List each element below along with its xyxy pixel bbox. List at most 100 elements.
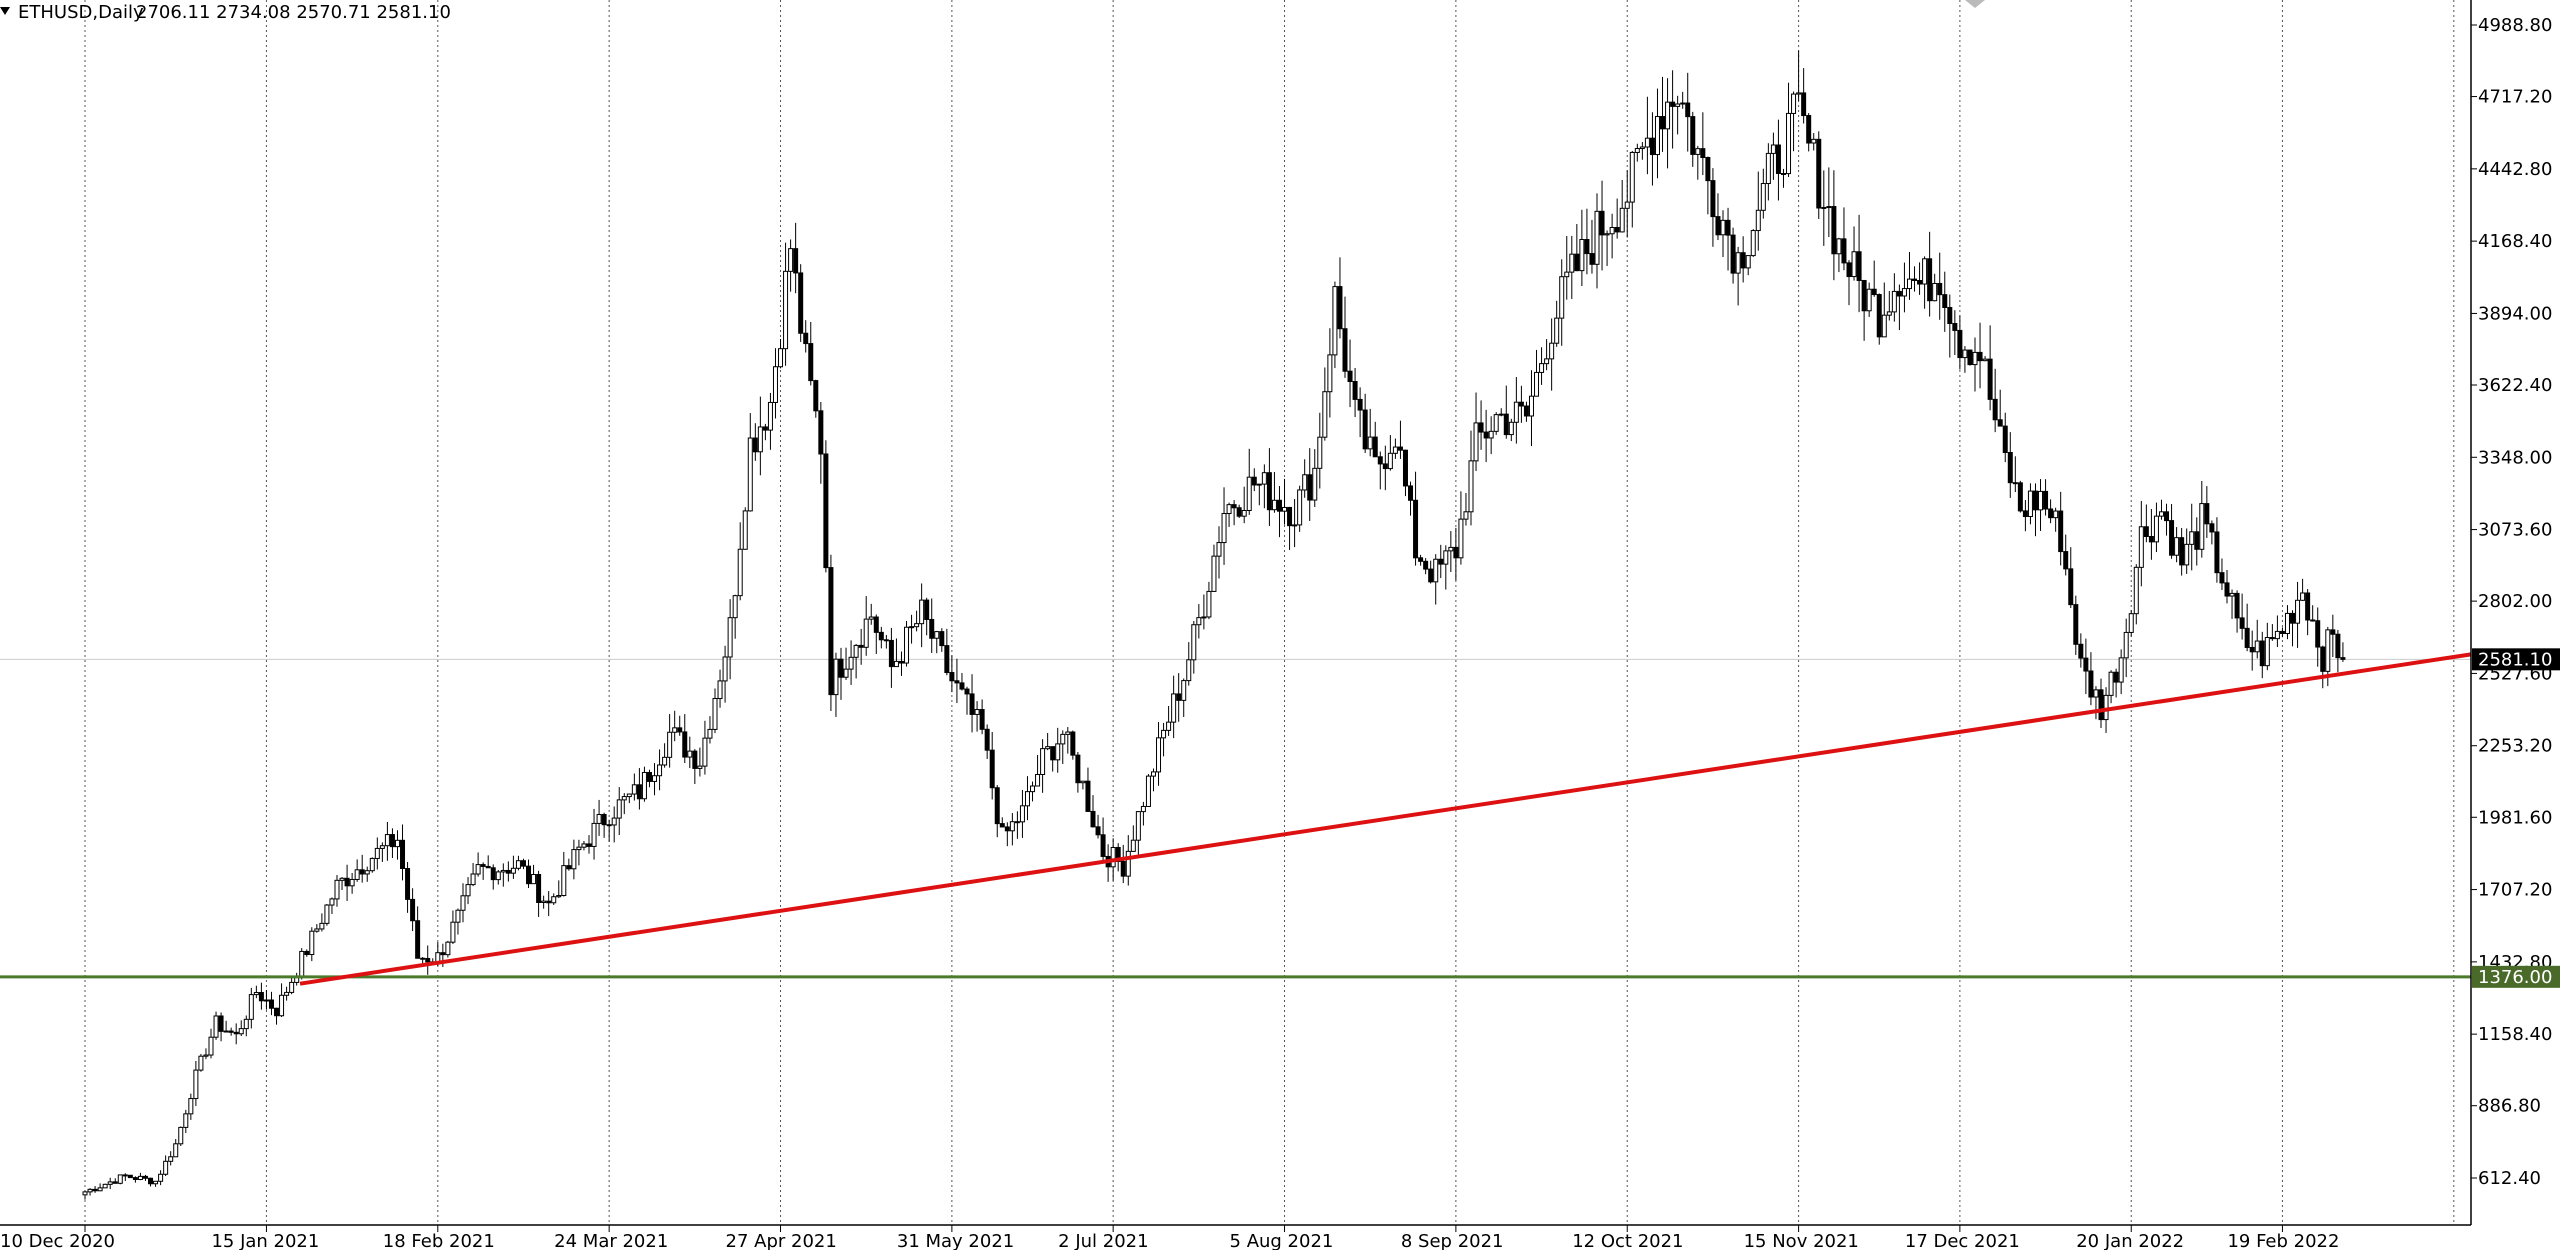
bear-candle[interactable] [2305,592,2311,621]
bull-candle[interactable] [1755,209,1761,232]
bear-candle[interactable] [1251,476,1257,486]
bull-candle[interactable] [732,595,738,619]
bull-candle[interactable] [1972,351,1978,366]
bull-candle[interactable] [1609,226,1615,235]
bear-candle[interactable] [2012,482,2018,485]
bear-candle[interactable] [2068,568,2074,606]
bear-candle[interactable] [1428,568,1434,583]
bull-candle[interactable] [97,1187,103,1192]
bear-candle[interactable] [939,631,945,647]
bear-candle[interactable] [1382,463,1388,470]
bull-candle[interactable] [1881,314,1887,338]
bear-candle[interactable] [752,437,758,453]
bear-candle[interactable] [682,731,688,758]
bull-candle[interactable] [581,843,587,848]
bear-candle[interactable] [898,660,904,664]
bear-candle[interactable] [1090,810,1096,828]
bull-candle[interactable] [198,1055,204,1071]
bull-candle[interactable] [510,867,516,874]
bear-candle[interactable] [2194,531,2200,550]
bull-candle[interactable] [1216,542,1222,557]
bear-candle[interactable] [440,952,446,956]
bull-candle[interactable] [631,784,637,795]
bull-candle[interactable] [919,599,925,625]
bull-candle[interactable] [1433,558,1439,583]
bull-candle[interactable] [662,756,668,766]
bear-candle[interactable] [415,920,421,959]
bull-candle[interactable] [263,999,269,1002]
bull-candle[interactable] [1695,148,1701,155]
bull-candle[interactable] [1282,506,1288,512]
bull-candle[interactable] [339,877,345,881]
bull-candle[interactable] [1569,253,1575,273]
bull-candle[interactable] [2138,526,2144,568]
bear-candle[interactable] [1942,294,1948,309]
bull-candle[interactable] [1498,413,1504,416]
bear-candle[interactable] [2169,520,2175,556]
bull-candle[interactable] [2133,566,2139,615]
bull-candle[interactable] [702,737,708,767]
bear-candle[interactable] [2078,643,2084,659]
bear-candle[interactable] [1715,216,1721,236]
bull-candle[interactable] [1181,680,1187,701]
bull-candle[interactable] [576,846,582,851]
bull-candle[interactable] [1554,317,1560,344]
bear-candle[interactable] [1014,821,1020,824]
bull-candle[interactable] [1720,219,1726,236]
bear-candle[interactable] [1176,693,1182,701]
bull-candle[interactable] [657,764,663,777]
bear-candle[interactable] [2022,510,2028,518]
bull-candle[interactable] [1150,771,1156,777]
bull-candle[interactable] [1060,733,1066,745]
bear-candle[interactable] [2290,612,2296,624]
bull-candle[interactable] [2264,637,2270,667]
bear-candle[interactable] [2164,511,2170,522]
bear-candle[interactable] [1085,780,1091,812]
bull-candle[interactable] [213,1015,219,1038]
bull-candle[interactable] [158,1173,164,1182]
bear-candle[interactable] [2032,490,2038,511]
bear-candle[interactable] [480,864,486,867]
bull-candle[interactable] [208,1036,214,1056]
bull-candle[interactable] [1821,206,1827,209]
bull-candle[interactable] [1312,467,1318,501]
bear-candle[interactable] [1307,474,1313,501]
bear-candle[interactable] [1413,499,1419,559]
bear-candle[interactable] [994,787,1000,825]
bull-candle[interactable] [1292,524,1298,527]
bear-candle[interactable] [1700,148,1706,159]
bull-candle[interactable] [2300,592,2306,601]
bear-candle[interactable] [1896,290,1902,297]
bear-candle[interactable] [989,749,995,789]
bull-candle[interactable] [697,765,703,769]
bear-candle[interactable] [883,639,889,642]
bull-candle[interactable] [1211,555,1217,592]
bull-candle[interactable] [1796,92,1802,95]
bear-candle[interactable] [1801,92,1807,117]
bull-candle[interactable] [1473,422,1479,462]
bull-candle[interactable] [1891,290,1897,313]
bear-candle[interactable] [1876,294,1882,338]
bull-candle[interactable] [1196,617,1202,626]
bull-candle[interactable] [329,898,335,906]
bull-candle[interactable] [914,623,920,628]
bull-candle[interactable] [1261,472,1267,485]
bull-candle[interactable] [1765,152,1771,185]
bull-candle[interactable] [1035,773,1041,787]
bull-candle[interactable] [253,992,259,996]
bull-candle[interactable] [1302,474,1308,491]
bull-candle[interactable] [460,895,466,911]
bull-candle[interactable] [2153,515,2159,543]
bear-candle[interactable] [1050,746,1056,761]
bear-candle[interactable] [218,1015,224,1032]
bear-candle[interactable] [505,869,511,874]
bear-candle[interactable] [1710,180,1716,218]
bull-candle[interactable] [571,849,577,870]
bear-candle[interactable] [959,682,965,690]
bear-candle[interactable] [1402,449,1408,487]
bull-candle[interactable] [1166,721,1172,731]
bear-candle[interactable] [148,1177,154,1185]
bear-candle[interactable] [838,658,844,678]
price-scale[interactable]: 4988.80 4717.20 4442.80 4168.40 3894.00 3622.… [2471,15,2552,1189]
